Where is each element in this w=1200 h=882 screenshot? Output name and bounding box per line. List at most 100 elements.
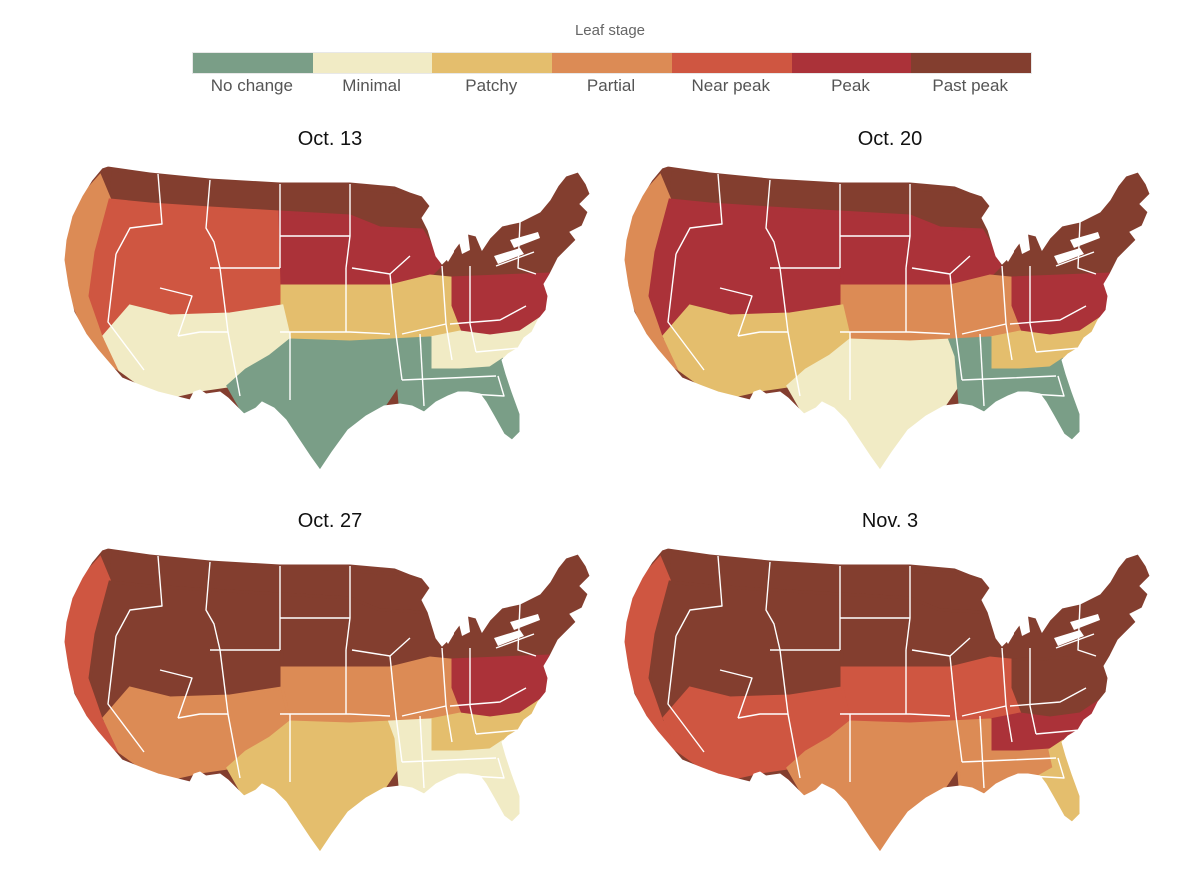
state-border xyxy=(280,713,391,717)
lake xyxy=(1070,232,1100,248)
state-border xyxy=(475,347,521,353)
state-border xyxy=(227,331,241,397)
state-border xyxy=(401,375,497,381)
lake xyxy=(996,598,1014,644)
state-border xyxy=(351,637,411,657)
state-border xyxy=(205,179,221,269)
map-panel-oct-13: Oct. 13 xyxy=(50,128,610,498)
map-date-label: Oct. 13 xyxy=(297,128,363,150)
state-border xyxy=(401,757,497,763)
state-border xyxy=(1035,729,1081,735)
state-border xyxy=(667,253,705,371)
state-border xyxy=(115,173,163,255)
state-border xyxy=(667,635,705,753)
state-border xyxy=(1029,266,1037,353)
us-outline xyxy=(623,165,1151,471)
map-date-label: Oct. 20 xyxy=(857,128,923,150)
state-border xyxy=(107,253,145,371)
state-border xyxy=(389,655,403,763)
state-border xyxy=(911,637,971,657)
map-panel-oct-20: Oct. 20 xyxy=(610,128,1170,498)
region-northeast xyxy=(440,552,590,662)
lake xyxy=(1054,248,1084,264)
legend-label-past-peak: Past peak xyxy=(932,76,1008,95)
state-border xyxy=(840,713,951,717)
us-map xyxy=(623,547,1151,853)
legend-swatch-patchy xyxy=(432,53,553,73)
lake xyxy=(510,614,540,630)
us-map xyxy=(623,165,1151,471)
state-border xyxy=(227,713,241,779)
state-border xyxy=(675,555,723,637)
legend-label-patchy: Patchy xyxy=(465,76,518,95)
state-border xyxy=(1029,375,1065,397)
map-date-label: Nov. 3 xyxy=(861,510,919,532)
state-border xyxy=(280,331,391,335)
state-border xyxy=(765,179,781,269)
state-border xyxy=(1077,603,1097,657)
state-border xyxy=(419,715,425,789)
us-map xyxy=(63,165,591,471)
map-panel-nov-3: Nov. 3 xyxy=(610,510,1170,880)
state-border xyxy=(979,715,985,789)
state-border xyxy=(517,221,537,275)
state-border xyxy=(389,273,403,381)
lake xyxy=(1070,614,1100,630)
state-border xyxy=(449,687,527,707)
state-border xyxy=(419,333,425,407)
state-border xyxy=(1055,633,1095,649)
region-northeast xyxy=(440,170,590,280)
legend-swatch-past-peak xyxy=(911,53,1032,73)
map-panel-oct-27: Oct. 27 xyxy=(50,510,610,880)
state-border xyxy=(961,375,1057,381)
state-border xyxy=(177,267,229,337)
state-border xyxy=(107,635,145,753)
state-border xyxy=(449,305,527,325)
lake xyxy=(494,248,524,264)
state-border xyxy=(1029,648,1037,735)
lake xyxy=(510,232,540,248)
state-border xyxy=(517,603,537,657)
state-border xyxy=(469,266,477,353)
state-border xyxy=(205,561,221,651)
legend-label-near-peak: Near peak xyxy=(691,76,770,95)
state-border xyxy=(177,649,229,719)
state-border xyxy=(1035,347,1081,353)
state-border xyxy=(475,729,521,735)
region-northeast xyxy=(1000,170,1150,280)
legend-label-no-change: No change xyxy=(210,76,293,95)
state-border xyxy=(1055,251,1095,267)
us-outline xyxy=(623,547,1151,853)
state-border xyxy=(719,287,753,337)
state-border xyxy=(401,323,447,335)
state-border xyxy=(949,655,963,763)
legend-swatch-peak xyxy=(791,53,912,73)
legend-swatch-partial xyxy=(552,53,672,73)
legend-labels: No change Minimal Patchy Partial Near pe… xyxy=(192,76,1030,96)
state-border xyxy=(495,633,535,649)
lake xyxy=(436,216,454,262)
state-border xyxy=(737,649,789,719)
legend-label-peak: Peak xyxy=(831,76,870,95)
lake xyxy=(436,598,454,644)
legend-swatch-near-peak xyxy=(671,53,792,73)
state-border xyxy=(159,669,193,719)
legend-title: Leaf stage xyxy=(574,22,646,39)
legend-label-minimal: Minimal xyxy=(342,76,401,95)
lake xyxy=(1054,630,1084,646)
us-outline xyxy=(63,547,591,853)
state-border xyxy=(787,331,801,397)
legend-swatch-minimal xyxy=(312,53,433,73)
us-outline xyxy=(63,165,591,471)
state-border xyxy=(1029,757,1065,779)
legend-swatch-no-change xyxy=(193,53,313,73)
state-border xyxy=(979,333,985,407)
state-border xyxy=(765,561,781,651)
legend-label-partial: Partial xyxy=(586,76,636,95)
state-border xyxy=(1009,687,1087,707)
state-border xyxy=(469,375,505,397)
state-border xyxy=(469,648,477,735)
state-border xyxy=(469,757,505,779)
state-border xyxy=(159,287,193,337)
lake xyxy=(494,630,524,646)
